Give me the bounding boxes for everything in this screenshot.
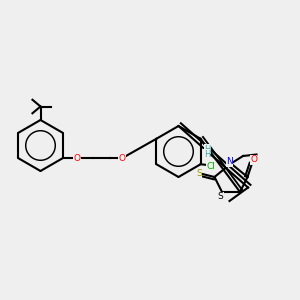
Text: O: O (250, 155, 257, 164)
Text: Cl: Cl (206, 162, 215, 171)
Text: S: S (218, 192, 224, 201)
Text: H: H (204, 145, 211, 154)
Text: O: O (118, 154, 125, 163)
Text: N: N (226, 158, 233, 166)
Text: O: O (74, 154, 80, 163)
Text: S: S (196, 169, 202, 178)
Text: H: H (204, 150, 210, 159)
